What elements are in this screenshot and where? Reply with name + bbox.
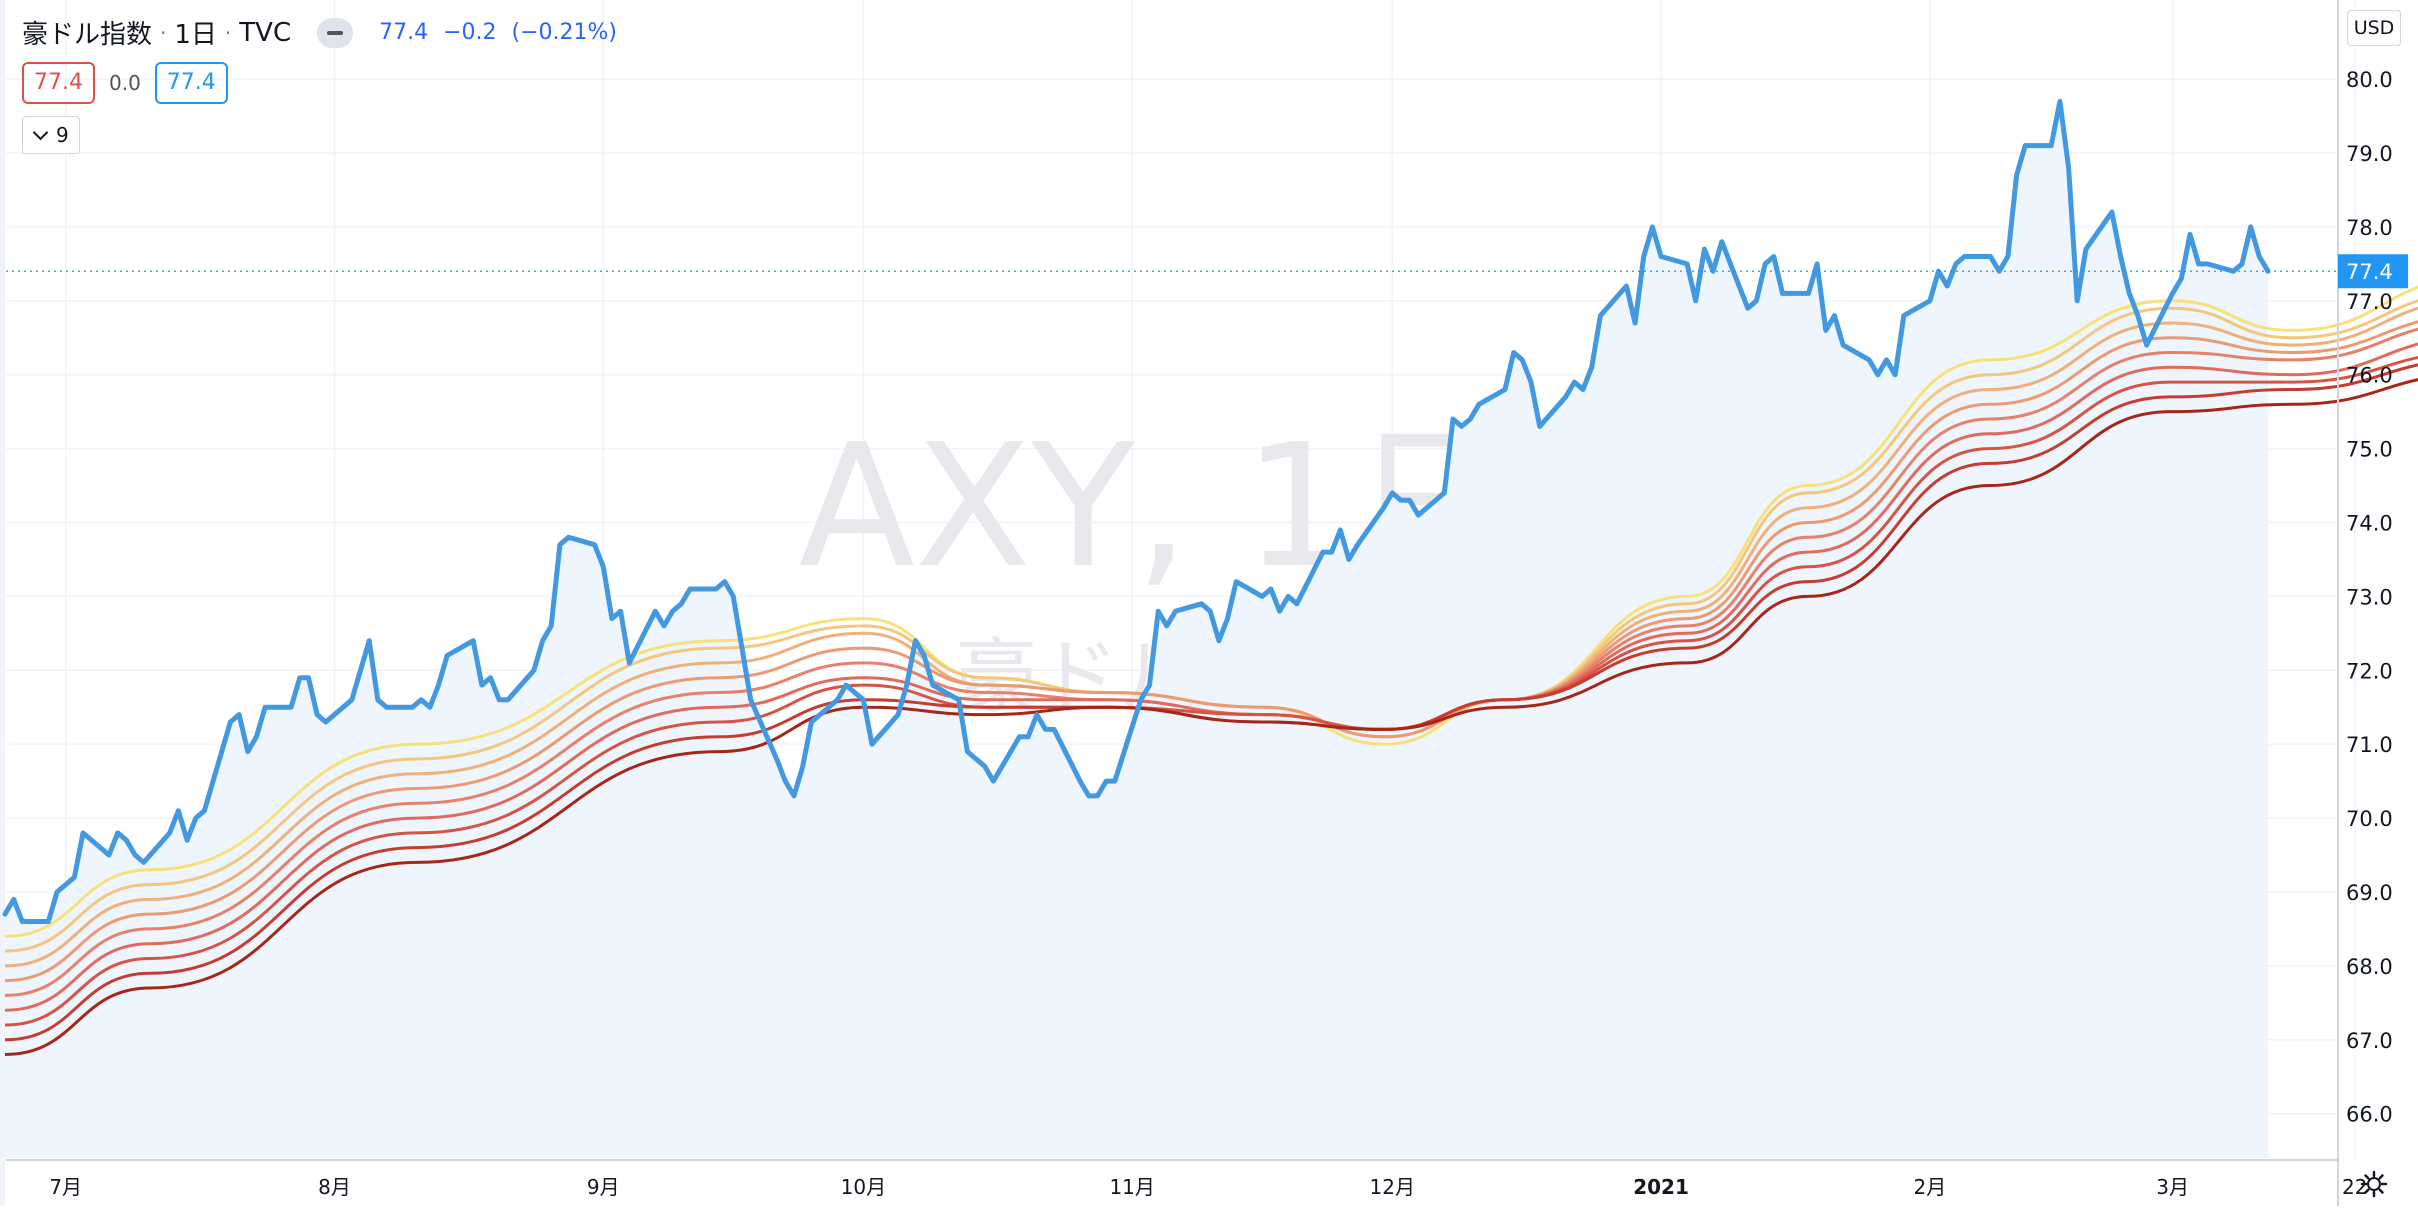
y-tick-label: 78.0 xyxy=(2346,216,2393,240)
y-tick-label: 69.0 xyxy=(2346,881,2393,905)
x-tick-label: 10月 xyxy=(841,1175,886,1199)
price-change: −0.2 xyxy=(443,20,497,45)
price-info: 77.4 −0.2 (−0.21%) xyxy=(379,20,625,45)
y-tick-label: 79.0 xyxy=(2346,142,2393,166)
last-price: 77.4 xyxy=(379,20,429,45)
price-area-fill xyxy=(5,101,2268,1158)
y-tick-label: 66.0 xyxy=(2346,1103,2393,1127)
x-tick-label: 12月 xyxy=(1370,1175,1415,1199)
y-tick-label: 72.0 xyxy=(2346,659,2393,683)
y-tick-label: 67.0 xyxy=(2346,1029,2393,1053)
last-price-tag xyxy=(2338,254,2408,289)
interval-label[interactable]: 1日 xyxy=(174,20,217,50)
chart-header: 豪ドル指数 · 1日 · TVC 77.4 −0.2 (−0.21%) xyxy=(22,14,625,51)
currency-label[interactable]: USD xyxy=(2347,10,2401,46)
y-tick-label: 71.0 xyxy=(2346,733,2393,757)
exchange-label: TVC xyxy=(239,17,292,48)
chevron-down-icon xyxy=(32,124,49,140)
price-line-layer xyxy=(2,98,2336,924)
x-tick-label: 8月 xyxy=(318,1175,351,1199)
ema-ribbon-line xyxy=(4,363,2418,1042)
price-change-pct: (−0.21%) xyxy=(511,20,618,45)
ema-ribbon-layer xyxy=(4,285,2418,1056)
gear-icon[interactable] xyxy=(2360,1170,2388,1198)
y-tick-label: 70.0 xyxy=(2346,807,2393,831)
minimize-icon[interactable] xyxy=(317,17,354,48)
x-tick-label: 11月 xyxy=(1109,1175,1154,1199)
x-tick-label: 2021 xyxy=(1633,1175,1689,1199)
indicator-value-left: 77.4 xyxy=(22,62,95,104)
x-tick-label: 22 xyxy=(2342,1175,2367,1199)
price-area-layer xyxy=(5,101,2268,1158)
symbol-name[interactable]: 豪ドル指数 xyxy=(22,20,153,50)
indicator-value-right: 77.4 xyxy=(154,62,228,104)
y-tick-label: 80.0 xyxy=(2346,68,2393,92)
left-edge xyxy=(0,0,5,1206)
header-separator: · xyxy=(160,20,167,45)
last-price-tag-label: 77.4 xyxy=(2346,260,2393,284)
y-tick-label: 77.0 xyxy=(2346,290,2393,314)
ema-ribbon-line xyxy=(4,378,2418,1056)
x-tick-label: 2月 xyxy=(1913,1175,1946,1199)
y-tick-label: 76.0 xyxy=(2346,364,2393,388)
indicators-toggle-button[interactable]: 9 xyxy=(22,116,80,154)
y-tick-label: 74.0 xyxy=(2346,511,2393,535)
x-tick-label: 3月 xyxy=(2156,1175,2189,1199)
price-line[interactable] xyxy=(2,98,2271,924)
x-tick-label: 9月 xyxy=(587,1175,620,1199)
header-separator: · xyxy=(224,20,232,45)
indicator-values: 77.4 0.0 77.4 xyxy=(22,62,228,104)
indicators-count: 9 xyxy=(56,123,69,147)
indicator-value-mid: 0.0 xyxy=(108,71,141,95)
axis-layer: 66.0 67.0 68.0 69.0 70.0 71.0 72.0 73.0 74.0 75.0… xyxy=(6,0,2408,1206)
y-tick-label: 73.0 xyxy=(2346,585,2393,609)
y-tick-label: 75.0 xyxy=(2346,438,2393,462)
y-tick-label: 68.0 xyxy=(2346,955,2393,979)
x-tick-label: 7月 xyxy=(49,1175,82,1199)
